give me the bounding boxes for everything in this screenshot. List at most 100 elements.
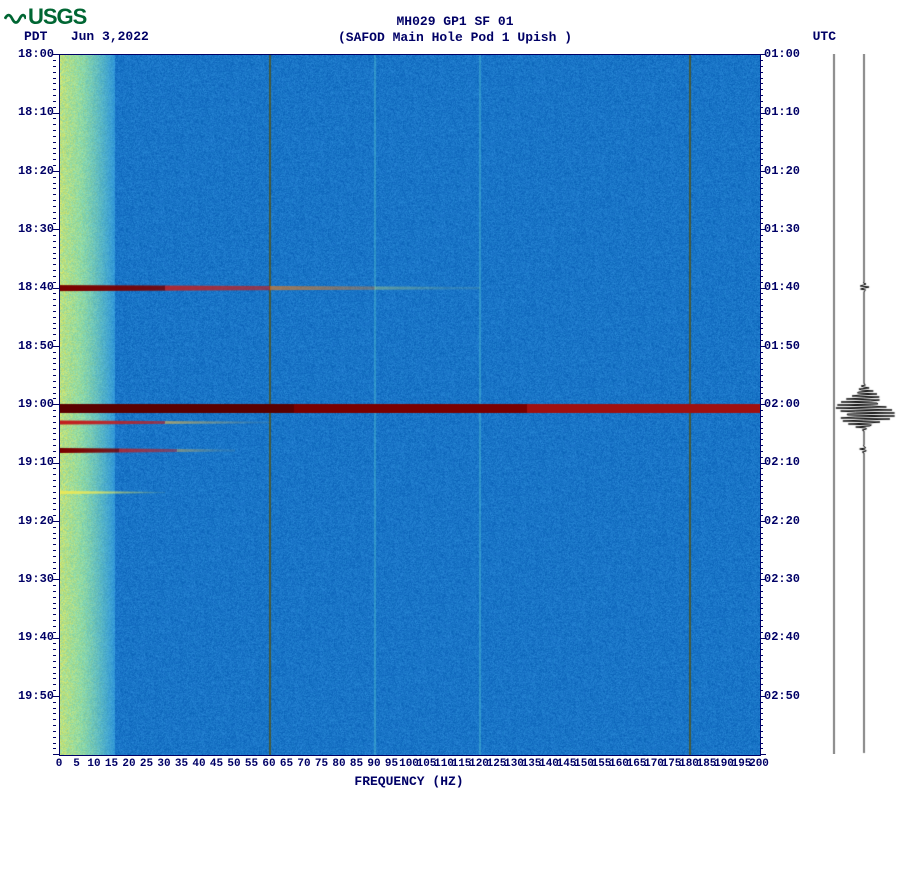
tick-mark	[760, 573, 763, 574]
x-tick-label: 200	[749, 758, 769, 770]
tick-mark	[760, 620, 763, 621]
y-right-label: 02:40	[764, 630, 814, 644]
y-right-label: 01:30	[764, 222, 814, 236]
wave-icon	[4, 6, 26, 28]
tick-mark	[760, 369, 763, 370]
tick-mark	[760, 632, 763, 633]
tick-mark	[760, 550, 763, 551]
tick-mark	[760, 439, 763, 440]
tick-mark	[760, 247, 763, 248]
tick-mark	[760, 83, 763, 84]
tick-mark	[760, 293, 763, 294]
tick-mark	[53, 568, 56, 569]
tick-mark	[760, 684, 763, 685]
tick-mark	[53, 544, 56, 545]
tick-mark	[53, 480, 56, 481]
tick-mark	[760, 533, 763, 534]
x-tick-label: 85	[350, 758, 363, 770]
tick-mark	[53, 153, 56, 154]
tick-mark	[760, 474, 763, 475]
y-left-label: 19:50	[4, 689, 54, 703]
tick-mark	[53, 626, 56, 627]
tick-mark	[760, 311, 763, 312]
tick-mark	[53, 643, 56, 644]
tick-mark	[760, 387, 763, 388]
tick-mark	[760, 264, 763, 265]
y-left-label: 19:10	[4, 455, 54, 469]
tick-mark	[760, 422, 763, 423]
tick-mark	[760, 258, 763, 259]
tick-mark	[53, 89, 56, 90]
tick-mark	[53, 381, 56, 382]
tick-mark	[760, 159, 763, 160]
y-left-label: 19:20	[4, 514, 54, 528]
y-right-label: 01:10	[764, 105, 814, 119]
tick-mark	[760, 445, 763, 446]
tick-mark	[760, 661, 763, 662]
tick-mark	[760, 480, 763, 481]
usgs-logo: USGS	[4, 4, 86, 30]
x-tick-label: 35	[175, 758, 188, 770]
tick-mark	[53, 410, 56, 411]
tick-mark	[53, 317, 56, 318]
tick-mark	[53, 398, 56, 399]
tick-mark	[760, 690, 763, 691]
tick-mark	[53, 393, 56, 394]
y-axis-left: 18:0018:1018:2018:3018:4018:5019:0019:10…	[4, 54, 54, 754]
tick-mark	[53, 323, 56, 324]
tick-mark	[53, 486, 56, 487]
tick-mark	[760, 393, 763, 394]
side-trace-canvas	[829, 54, 899, 754]
tick-mark	[53, 264, 56, 265]
tick-mark	[53, 614, 56, 615]
tick-mark	[53, 241, 56, 242]
tick-mark	[53, 78, 56, 79]
tick-mark	[53, 188, 56, 189]
tick-mark	[53, 684, 56, 685]
y-right-label: 02:10	[764, 455, 814, 469]
tick-mark	[760, 95, 763, 96]
tick-mark	[760, 165, 763, 166]
tick-mark	[760, 124, 763, 125]
tick-mark	[53, 270, 56, 271]
tick-mark	[760, 358, 763, 359]
tick-mark	[53, 142, 56, 143]
tick-mark	[53, 608, 56, 609]
spectrogram-canvas	[60, 55, 760, 755]
x-tick-label: 5	[73, 758, 80, 770]
tick-mark	[53, 206, 56, 207]
tick-mark	[53, 492, 56, 493]
tick-mark	[760, 643, 763, 644]
tick-mark	[53, 136, 56, 137]
side-seismogram	[829, 54, 899, 754]
tick-mark	[53, 334, 56, 335]
tick-mark	[760, 328, 763, 329]
y-left-label: 18:40	[4, 280, 54, 294]
tick-mark	[53, 719, 56, 720]
header-left: PDT Jun 3,2022	[24, 29, 149, 44]
x-tick-label: 45	[210, 758, 223, 770]
tick-mark	[760, 649, 763, 650]
tick-mark	[760, 678, 763, 679]
x-tick-label: 95	[385, 758, 398, 770]
tick-mark	[760, 183, 763, 184]
tick-mark	[53, 655, 56, 656]
tick-mark	[53, 468, 56, 469]
tick-mark	[53, 498, 56, 499]
tick-mark	[760, 725, 763, 726]
y-left-label: 18:10	[4, 105, 54, 119]
tick-mark	[760, 556, 763, 557]
tick-mark	[53, 369, 56, 370]
tick-mark	[53, 673, 56, 674]
tick-mark	[53, 509, 56, 510]
y-left-label: 18:30	[4, 222, 54, 236]
tick-mark	[760, 754, 766, 755]
tick-mark	[760, 223, 763, 224]
y-right-label: 01:20	[764, 164, 814, 178]
x-tick-label: 10	[87, 758, 100, 770]
tick-mark	[53, 311, 56, 312]
tick-mark	[53, 649, 56, 650]
tick-mark	[53, 375, 56, 376]
chart-area: 18:0018:1018:2018:3018:4018:5019:0019:10…	[4, 54, 902, 794]
y-right-label: 01:50	[764, 339, 814, 353]
